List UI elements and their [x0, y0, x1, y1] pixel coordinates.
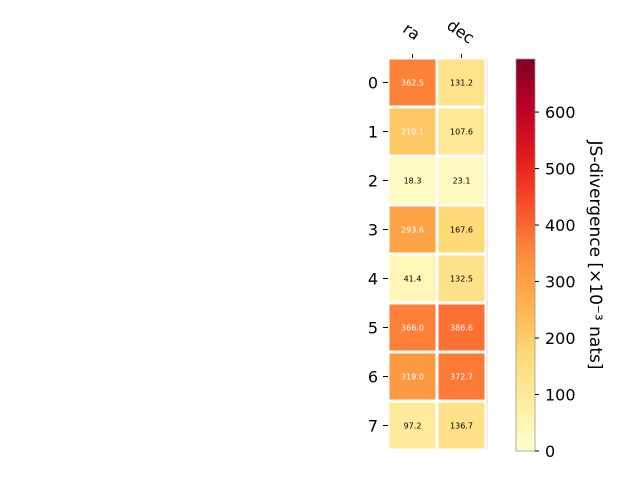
heatmap-cell	[435, 203, 488, 256]
colorbar: 0 100 200 300 400 500 600 JS-divergence [×10⁻³…	[515, 58, 605, 461]
cell-value-label: 132.5	[450, 275, 473, 284]
row-label: 5	[368, 319, 378, 338]
colorbar-tick-label: 300	[545, 273, 576, 292]
colorbar-tick-label: 0	[545, 442, 555, 461]
row-label: 2	[368, 172, 378, 191]
heatmap-grid: 362.5 131.2 210.1 107.6 18.3 23.1 293.6 167.6 41…	[386, 56, 488, 452]
heatmap-cell	[435, 105, 488, 158]
row-label: 1	[368, 123, 378, 142]
column-labels: ra dec	[399, 15, 478, 58]
cell-value-label: 131.2	[450, 79, 473, 88]
row-label: 4	[368, 270, 378, 289]
colorbar-tick-label: 500	[545, 160, 576, 179]
colorbar-ticks: 0 100 200 300 400 500 600	[535, 103, 576, 461]
heatmap-cell	[435, 252, 488, 305]
cell-value-label: 23.1	[453, 177, 471, 186]
cell-value-label: 210.1	[401, 128, 424, 137]
column-label: ra	[399, 19, 423, 44]
colorbar-tick-label: 400	[545, 216, 576, 235]
colorbar-tick-label: 100	[545, 386, 576, 405]
cell-value-label: 386.6	[450, 324, 473, 333]
heatmap-cell	[435, 399, 488, 452]
colorbar-tick-label: 600	[545, 103, 576, 122]
cell-value-label: 41.4	[404, 275, 422, 284]
cell-value-label: 107.6	[450, 128, 473, 137]
row-label: 3	[368, 221, 378, 240]
cell-value-label: 136.7	[450, 422, 473, 431]
heatmap-cell	[435, 154, 488, 207]
row-label: 7	[368, 417, 378, 436]
cell-value-label: 372.7	[450, 373, 473, 382]
row-labels: 0 1 2 3 4 5 6 7	[368, 74, 388, 436]
cell-value-label: 293.6	[401, 226, 424, 235]
cell-value-label: 319.0	[401, 373, 424, 382]
colorbar-gradient	[515, 58, 536, 452]
cell-value-label: 167.6	[450, 226, 473, 235]
row-label: 6	[368, 368, 378, 387]
colorbar-label: JS-divergence [×10⁻³ nats]	[585, 140, 605, 370]
cell-value-label: 97.2	[404, 422, 422, 431]
colorbar-tick-label: 200	[545, 329, 576, 348]
cell-value-label: 362.5	[401, 79, 424, 88]
column-label: dec	[443, 15, 477, 47]
cell-value-label: 18.3	[404, 177, 422, 186]
row-label: 0	[368, 74, 378, 93]
cell-value-label: 366.0	[401, 324, 424, 333]
